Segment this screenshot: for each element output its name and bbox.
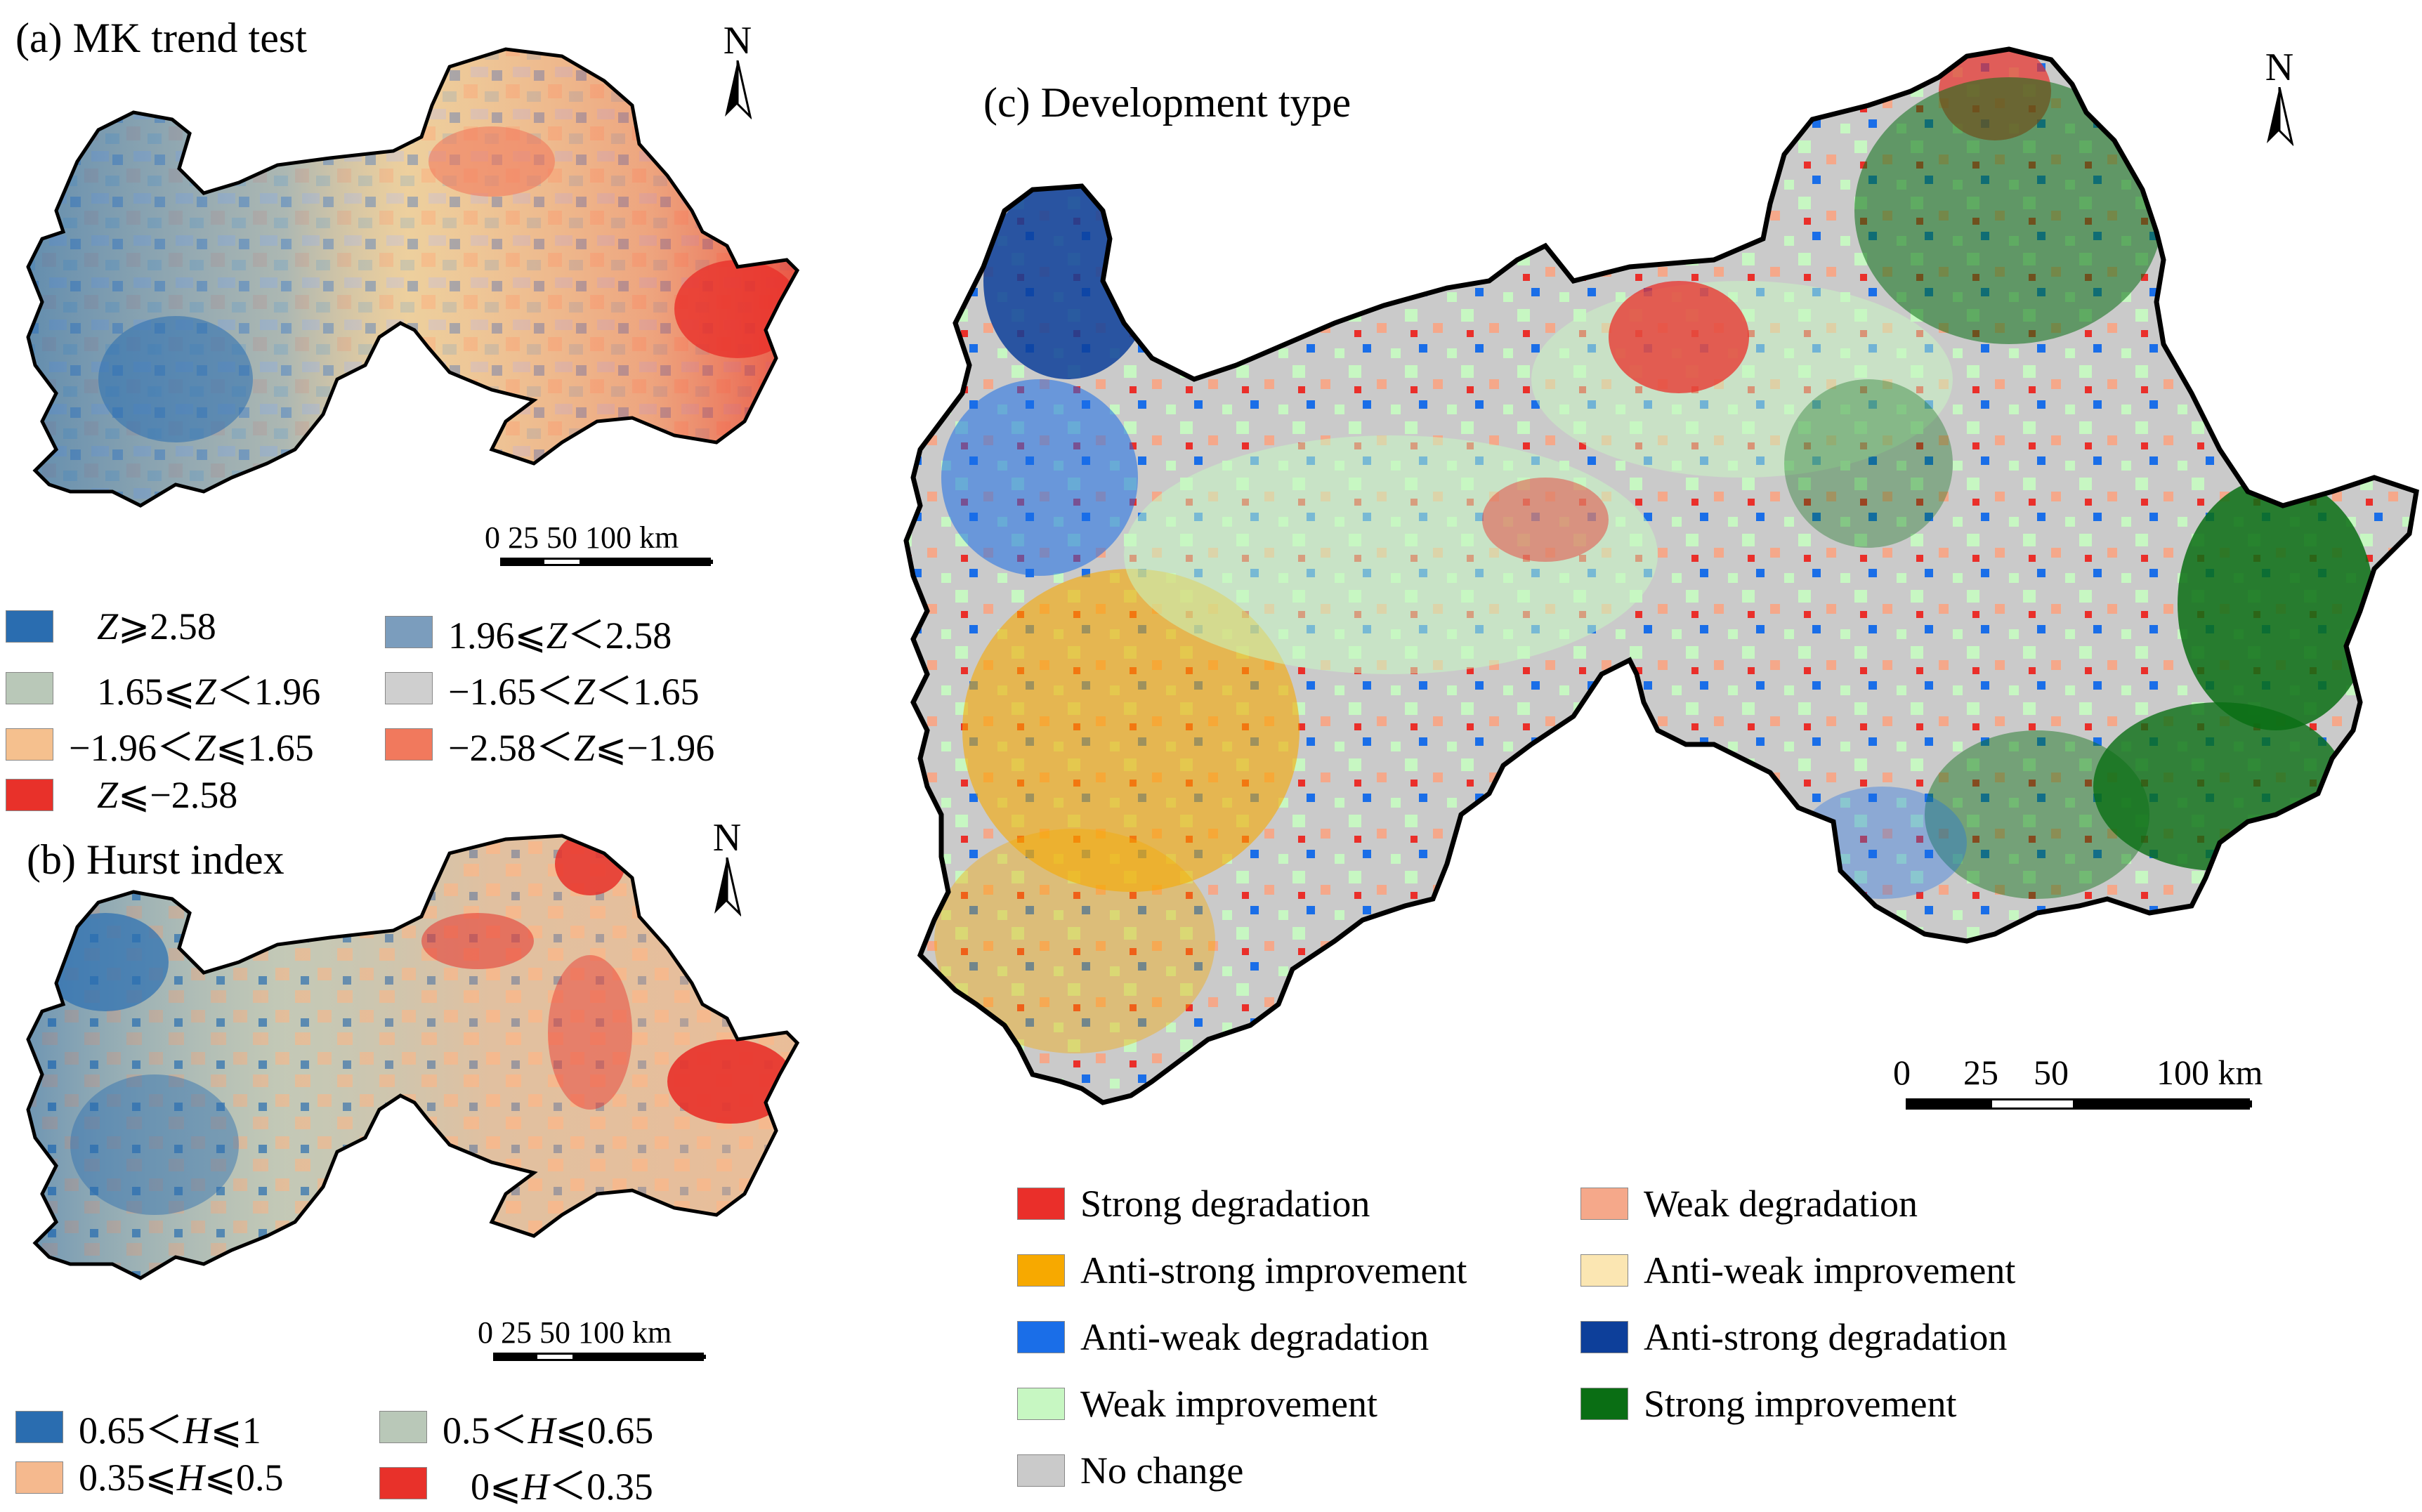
legend-item: −2.58＜Z⩽−1.96 <box>385 716 714 772</box>
north-arrow-b: N <box>702 818 752 924</box>
legend-item: Strong improvement <box>1580 1382 1956 1426</box>
legend-item: −1.96＜Z⩽1.65 <box>6 716 314 772</box>
legend-item: −1.65＜Z＜1.65 <box>385 660 700 716</box>
legend-item: Weak improvement <box>1017 1382 1377 1426</box>
legend-item: Weak degradation <box>1580 1182 1918 1225</box>
legend-item: Anti-strong degradation <box>1580 1315 2007 1359</box>
north-label: N <box>723 19 752 63</box>
legend-item: 1.96⩽Z＜2.58 <box>385 604 672 659</box>
legend-swatch <box>15 1410 63 1443</box>
north-arrow-icon <box>725 60 752 120</box>
scale-bar-a: 0 25 50 100 km <box>485 520 752 569</box>
legend-item: 0.5＜H⩽0.65 <box>379 1399 653 1454</box>
map-mk-trend <box>26 47 800 508</box>
north-arrow-icon <box>2267 86 2294 147</box>
scale-labels: 0 25 50 100 km <box>1893 1053 2263 1092</box>
legend-swatch <box>6 728 53 761</box>
panel-c-title: (c) Development type <box>983 79 1351 126</box>
legend-swatch <box>15 1461 63 1494</box>
legend-swatch <box>385 671 433 704</box>
scale-labels: 0 25 50 100 km <box>478 1315 672 1350</box>
legend-swatch <box>385 615 433 648</box>
map-development-type <box>903 46 2419 1105</box>
scale-labels: 0 25 50 100 km <box>485 520 679 555</box>
legend-item: Z⩽−2.58 <box>6 773 237 817</box>
panel-b-title: (b) Hurst index <box>27 836 284 883</box>
legend-swatch <box>1580 1388 1628 1420</box>
legend-swatch <box>1017 1188 1065 1220</box>
north-arrow-icon <box>714 857 742 917</box>
legend-swatch <box>6 610 53 643</box>
legend-item: Z⩾2.58 <box>6 604 216 648</box>
legend-item: Anti-weak degradation <box>1017 1315 1429 1359</box>
north-label: N <box>712 816 742 860</box>
legend-swatch <box>385 728 433 761</box>
legend-item: Anti-weak improvement <box>1580 1249 2015 1292</box>
legend-item: 0.35⩽H⩽0.5 <box>15 1455 284 1499</box>
scale-bar-b: 0 25 50 100 km <box>478 1315 759 1364</box>
legend-item: 1.65⩽Z＜1.96 <box>6 660 320 716</box>
legend-item: 0.65＜H⩽1 <box>15 1399 261 1454</box>
panel-a-title: (a) MK trend test <box>15 15 307 61</box>
north-arrow-c: N <box>2255 48 2304 154</box>
legend-swatch <box>1580 1188 1628 1220</box>
legend-swatch <box>1017 1454 1065 1487</box>
north-label: N <box>2265 46 2294 89</box>
legend-item: Strong degradation <box>1017 1182 1370 1225</box>
legend-swatch <box>379 1466 427 1499</box>
legend-item: 0⩽H＜0.35 <box>379 1455 653 1511</box>
legend-swatch <box>1017 1388 1065 1420</box>
scale-bar-c: 0 25 50 100 km <box>1893 1052 2329 1115</box>
north-arrow-a: N <box>713 21 762 127</box>
legend-item: Anti-strong improvement <box>1017 1249 1467 1292</box>
legend-swatch <box>1580 1254 1628 1287</box>
legend-swatch <box>6 778 53 811</box>
legend-item: No change <box>1017 1449 1243 1492</box>
legend-swatch <box>1580 1321 1628 1353</box>
legend-swatch <box>6 671 53 704</box>
legend-swatch <box>1017 1321 1065 1353</box>
legend-swatch <box>379 1410 427 1443</box>
map-hurst <box>26 834 800 1280</box>
legend-swatch <box>1017 1254 1065 1287</box>
